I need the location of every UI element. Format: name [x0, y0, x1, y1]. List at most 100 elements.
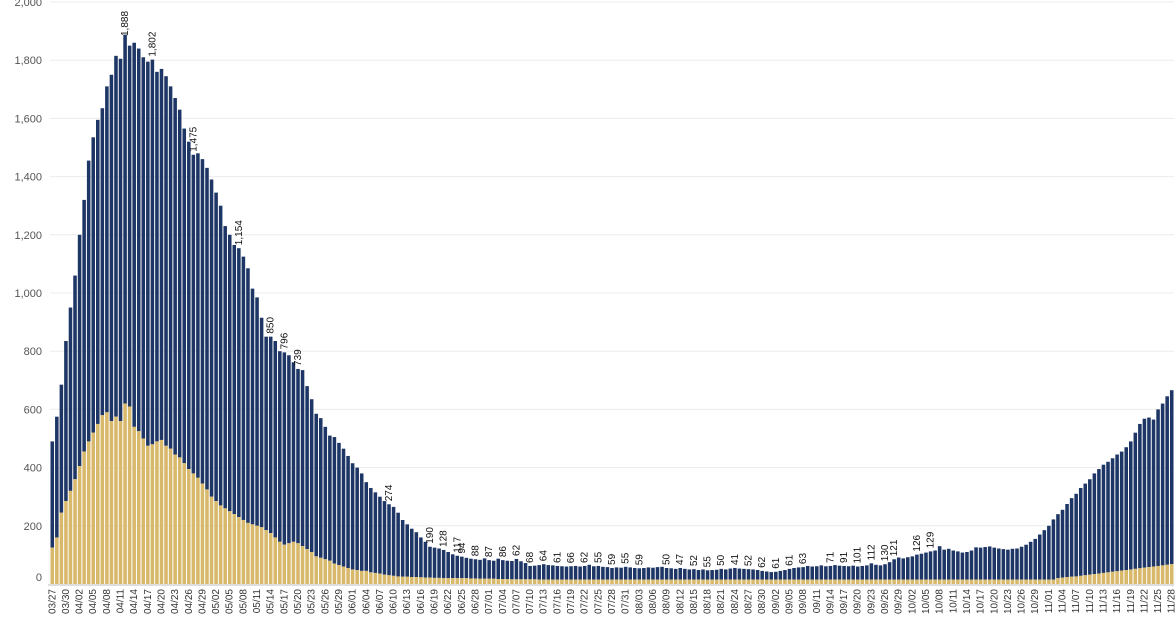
- x-tick-label: 06/07: [375, 589, 386, 614]
- bar-lower-segment: [605, 579, 610, 584]
- bar-lower-segment: [997, 579, 1001, 584]
- bar-upper-segment: [478, 559, 482, 579]
- bar-upper-segment: [496, 558, 501, 580]
- bar-upper-segment: [646, 567, 651, 580]
- data-label: 1,475: [188, 126, 199, 151]
- bar-upper-segment: [801, 567, 805, 580]
- bar-lower-segment: [246, 522, 250, 584]
- x-tick-label: 10/17: [976, 589, 987, 614]
- x-tick-label: 05/08: [238, 589, 249, 614]
- bar-lower-segment: [337, 565, 341, 584]
- data-label: 86: [498, 546, 509, 558]
- bar-lower-segment: [205, 489, 209, 584]
- bar-lower-segment: [1106, 572, 1110, 584]
- x-tick-label: 08/15: [689, 589, 700, 614]
- x-tick-label: 06/19: [430, 589, 441, 614]
- y-tick-label: 800: [24, 346, 42, 358]
- bar-upper-segment: [710, 570, 714, 580]
- bar-lower-segment: [733, 579, 737, 584]
- bar-lower-segment: [614, 579, 619, 584]
- bar-upper-segment: [59, 384, 64, 513]
- bar-upper-segment: [1047, 525, 1051, 580]
- bar-upper-segment: [705, 570, 710, 580]
- bar-upper-segment: [956, 551, 960, 580]
- bar-upper-segment: [796, 567, 801, 580]
- bar-upper-segment: [196, 153, 200, 478]
- bar-lower-segment: [227, 511, 232, 584]
- bar-lower-segment: [273, 537, 278, 584]
- bar-upper-segment: [446, 551, 450, 579]
- bar-lower-segment: [915, 579, 919, 584]
- bar-upper-segment: [1119, 451, 1124, 571]
- x-tick-label: 09/20: [853, 589, 864, 614]
- x-tick-label: 08/21: [716, 589, 727, 614]
- bar-lower-segment: [987, 579, 992, 584]
- bar-upper-segment: [86, 160, 91, 442]
- bar-upper-segment: [915, 554, 919, 580]
- bar-upper-segment: [237, 248, 241, 518]
- bar-lower-segment: [209, 496, 214, 584]
- bar-upper-segment: [273, 341, 278, 538]
- data-label: 62: [757, 556, 768, 568]
- bar-upper-segment: [810, 566, 815, 580]
- bar-lower-segment: [965, 579, 969, 584]
- bar-lower-segment: [187, 469, 191, 584]
- x-tick-label: 06/10: [389, 589, 400, 614]
- bar-upper-segment: [414, 532, 419, 578]
- x-tick-label: 06/04: [361, 589, 372, 614]
- data-label: 796: [279, 332, 290, 349]
- bar-upper-segment: [491, 560, 496, 579]
- bar-lower-segment: [896, 579, 901, 584]
- x-tick-label: 09/05: [784, 589, 795, 614]
- bar-lower-segment: [136, 431, 141, 584]
- bar-lower-segment: [214, 501, 218, 584]
- bar-lower-segment: [400, 576, 405, 584]
- bar-upper-segment: [842, 565, 846, 580]
- bar-lower-segment: [692, 579, 696, 584]
- data-label: 850: [266, 317, 277, 334]
- bar-lower-segment: [391, 575, 396, 584]
- bar-lower-segment: [906, 579, 910, 584]
- bar-upper-segment: [405, 524, 409, 577]
- bar-upper-segment: [309, 399, 314, 552]
- bar-upper-segment: [177, 109, 182, 458]
- bar-upper-segment: [883, 564, 887, 580]
- bar-upper-segment: [369, 487, 373, 573]
- bar-lower-segment: [164, 445, 168, 584]
- x-tick-label: 11/13: [1098, 589, 1109, 614]
- bar-upper-segment: [450, 554, 455, 579]
- x-tick-label: 10/29: [1030, 589, 1041, 614]
- bar-upper-segment: [605, 567, 610, 580]
- x-tick-label: 05/14: [266, 589, 277, 614]
- data-label: 68: [525, 551, 536, 563]
- bar-upper-segment: [346, 455, 350, 568]
- data-label: 1,888: [120, 11, 131, 36]
- x-tick-label: 09/11: [812, 589, 823, 614]
- bar-upper-segment: [906, 557, 910, 580]
- x-tick-label: 11/01: [1044, 589, 1055, 614]
- bar-upper-segment: [501, 560, 505, 580]
- x-tick-label: 09/14: [825, 589, 836, 614]
- data-label: 112: [866, 544, 877, 560]
- bar-lower-segment: [960, 579, 965, 584]
- bar-upper-segment: [733, 567, 737, 580]
- y-tick-label: 0: [36, 572, 42, 584]
- bar-upper-segment: [318, 418, 323, 558]
- bar-upper-segment: [400, 519, 405, 577]
- bar-lower-segment: [510, 579, 514, 584]
- bar-upper-segment: [510, 561, 514, 580]
- bar-upper-segment: [1006, 549, 1010, 580]
- x-tick-label: 07/13: [539, 589, 550, 614]
- bar-lower-segment: [409, 577, 414, 584]
- bar-lower-segment: [318, 557, 323, 584]
- bar-lower-segment: [628, 579, 632, 584]
- bar-upper-segment: [778, 570, 783, 580]
- bar-lower-segment: [55, 537, 59, 584]
- bar-lower-segment: [1001, 579, 1006, 584]
- x-tick-label: 10/20: [989, 589, 1000, 614]
- bar-lower-segment: [1101, 572, 1106, 584]
- bar-upper-segment: [209, 179, 214, 497]
- bar-upper-segment: [751, 569, 755, 580]
- bar-lower-segment: [200, 483, 205, 584]
- bar-lower-segment: [532, 579, 537, 584]
